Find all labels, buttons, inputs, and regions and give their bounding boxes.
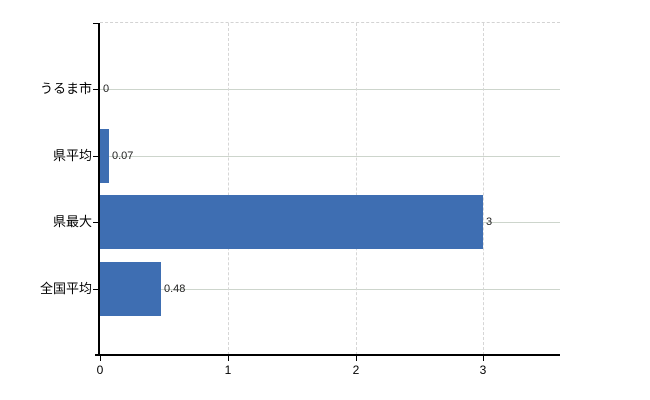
category-label: 県最大 xyxy=(52,214,92,229)
horizontal-gridline xyxy=(100,156,560,157)
value-label: 0.07 xyxy=(112,150,134,162)
x-tick xyxy=(100,356,101,361)
plot-top-border xyxy=(100,22,560,23)
bar xyxy=(100,129,109,183)
x-tick xyxy=(356,356,357,361)
category-label: 全国平均 xyxy=(39,281,92,296)
y-tick xyxy=(93,156,99,157)
bar xyxy=(100,262,161,316)
value-label: 3 xyxy=(486,216,493,228)
value-label: 0 xyxy=(103,83,110,95)
horizontal-gridline xyxy=(100,89,560,90)
value-label: 0.48 xyxy=(164,283,186,295)
vertical-gridline xyxy=(356,23,357,355)
horizontal-gridline xyxy=(100,289,560,290)
y-tick xyxy=(93,222,99,223)
vertical-gridline xyxy=(228,23,229,355)
y-axis-end-tick xyxy=(93,23,99,24)
category-label: 県平均 xyxy=(52,148,92,163)
x-tick xyxy=(483,356,484,361)
y-axis-line xyxy=(98,23,100,355)
vertical-gridline xyxy=(483,23,484,355)
x-tick-label: 3 xyxy=(479,363,487,377)
y-tick xyxy=(93,89,99,90)
x-tick-label: 0 xyxy=(96,363,104,377)
x-tick-label: 1 xyxy=(224,363,232,377)
x-tick xyxy=(228,356,229,361)
category-label: うるま市 xyxy=(39,81,92,96)
y-tick xyxy=(93,289,99,290)
bar xyxy=(100,195,483,249)
x-tick-label: 2 xyxy=(352,363,360,377)
x-axis-line xyxy=(95,354,560,356)
